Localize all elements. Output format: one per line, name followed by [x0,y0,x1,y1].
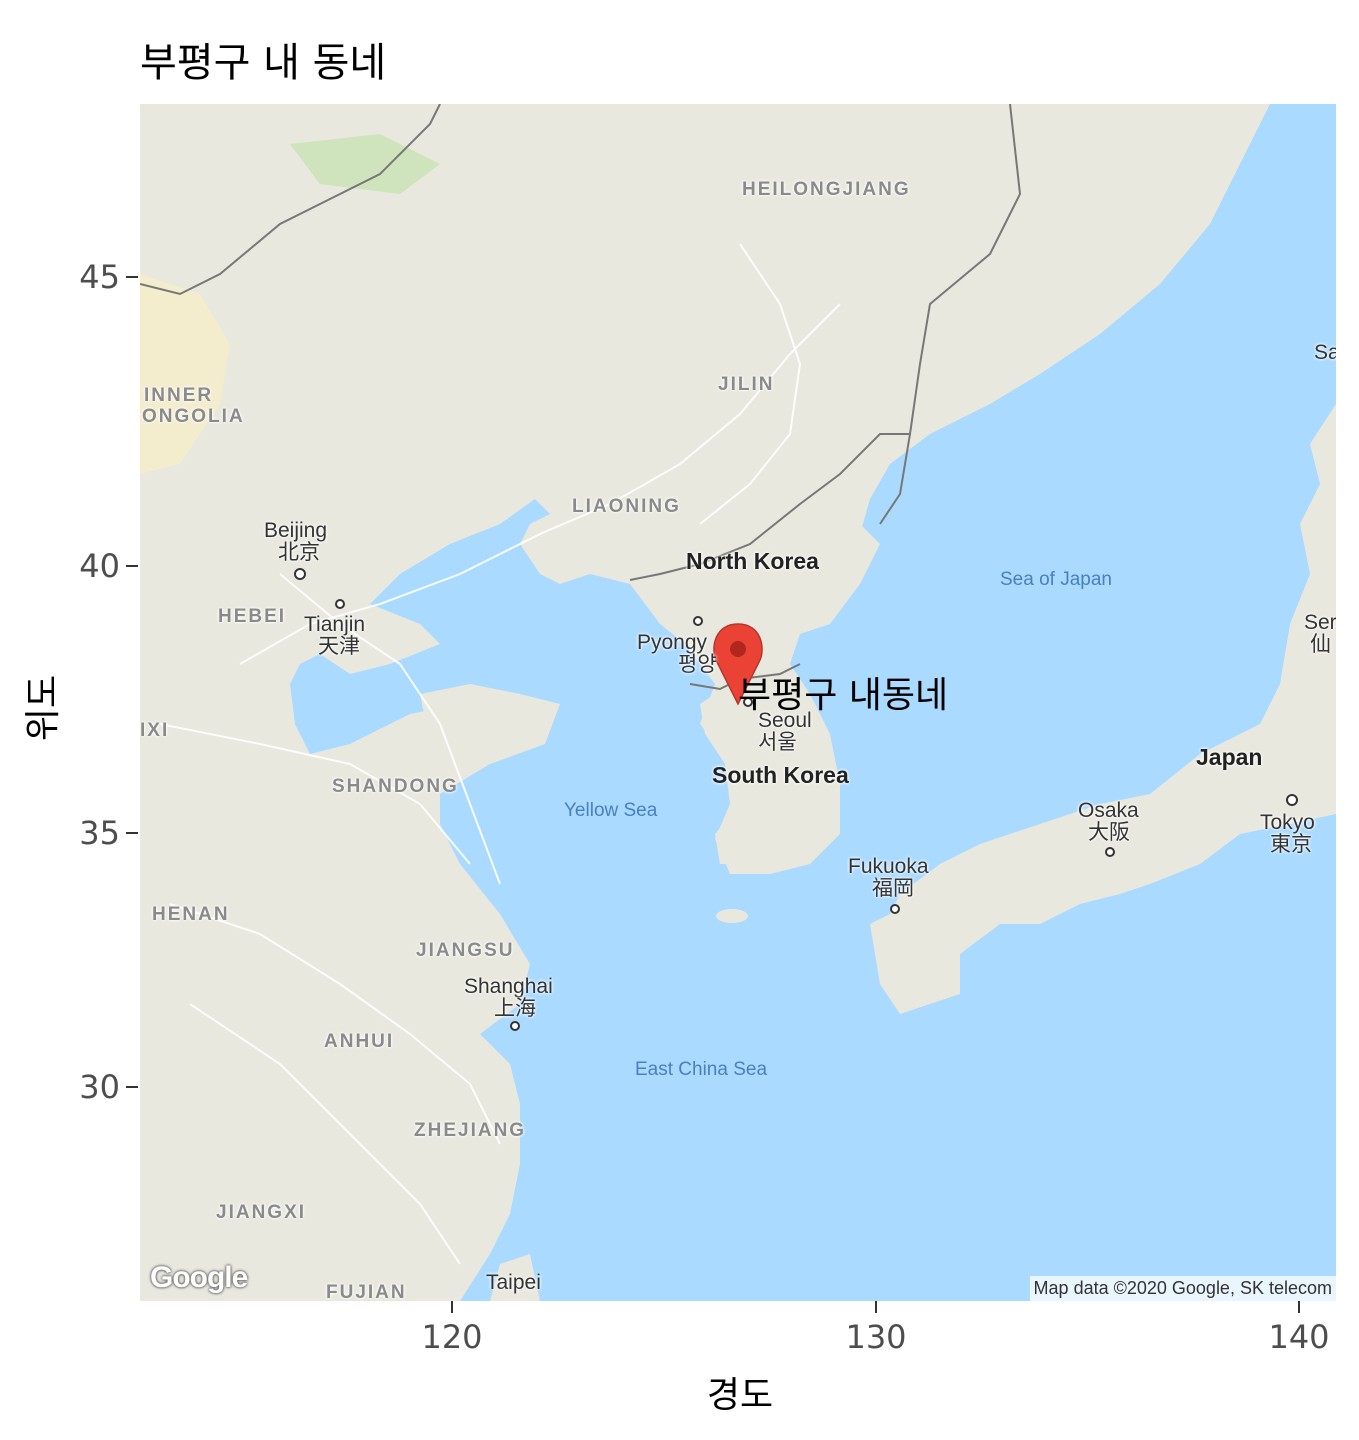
label-sendai-en: Ser [1304,611,1336,634]
label-yellow-sea: Yellow Sea [564,800,658,821]
x-axis-title: 경도 [706,1375,774,1416]
label-japan: Japan [1196,744,1263,770]
label-inner-mongolia-2: ONGOLIA [142,406,245,427]
x-tick-mark [1298,1301,1300,1313]
x-tick-label: 130 [845,1318,907,1356]
label-tokyo-en: Tokyo [1260,811,1315,834]
city-dot-pyongyang [693,616,703,626]
label-tokyo-ja: 東京 [1270,833,1312,856]
plot-title: 부평구 내 동네 [140,40,387,86]
label-sendai-ja: 仙 [1310,633,1331,656]
map-pin-icon[interactable] [713,623,763,706]
label-fukuoka-en: Fukuoka [848,855,929,878]
label-osaka-ja: 大阪 [1088,821,1130,844]
label-hebei: HEBEI [218,606,287,627]
label-shanghai-en: Shanghai [464,975,553,998]
label-heilongjiang: HEILONGJIANG [742,179,911,200]
label-shanxi: IXI [140,720,170,741]
y-tick-label: 35 [79,814,120,852]
google-logo: Google [150,1261,248,1294]
landmass-mainland [140,104,1270,1301]
label-east-china-sea: East China Sea [635,1059,768,1080]
border-china-korea [629,433,910,581]
map-panel[interactable]: HEILONGJIANG JILIN LIAONING INNER ONGOLI… [140,104,1336,1301]
y-axis-title: 위도 [23,674,64,742]
label-jiangsu: JIANGSU [416,940,515,961]
road-network [159,243,841,1265]
city-dot-tokyo [1286,794,1298,806]
label-beijing-zh: 北京 [278,541,320,564]
label-inner-mongolia-1: INNER [144,385,214,406]
label-south-korea: South Korea [712,762,849,788]
x-tick-label: 140 [1268,1318,1330,1356]
border-china-mongolia [140,104,441,296]
city-dot-beijing [294,568,306,580]
label-jilin: JILIN [718,374,775,395]
label-north-korea: North Korea [686,548,819,574]
y-tick-label: 40 [79,547,120,585]
label-sapporo-en: Sa [1314,341,1336,364]
label-tianjin-zh: 天津 [318,635,360,658]
y-tick-mark [126,832,138,834]
x-tick-mark [875,1301,877,1313]
map-background [140,104,1336,1301]
marker-label: 부평구 내동네 [738,675,949,716]
label-pyongyang-ko: 평양 [678,653,717,676]
y-tick-label: 45 [79,258,120,296]
landmass-kyushu [870,904,950,1014]
label-sea-of-japan: Sea of Japan [1000,569,1112,590]
label-henan: HENAN [152,904,230,925]
label-taipei-en: Taipei [486,1271,541,1294]
y-tick-label: 30 [79,1068,120,1106]
city-dot-fukuoka [890,904,900,914]
y-tick-mark [126,1086,138,1088]
map-attribution[interactable]: Map data ©2020 Google, SK telecom [1029,1276,1336,1301]
label-osaka-en: Osaka [1078,799,1139,822]
label-tianjin-en: Tianjin [304,613,366,636]
city-dot-tianjin [335,599,345,609]
y-tick-mark [126,276,138,278]
label-shandong: SHANDONG [332,776,459,797]
landmass-taiwan [490,1254,540,1301]
desert-patch [140,274,230,474]
label-zhejiang: ZHEJIANG [414,1120,527,1141]
label-anhui: ANHUI [324,1031,395,1052]
label-seoul-en: Seoul [758,709,812,732]
label-jiangxi: JIANGXI [216,1202,307,1223]
landmass-jeju [716,909,748,923]
city-dot-shanghai [510,1021,520,1031]
x-tick-mark [451,1301,453,1313]
city-dot-seoul [743,697,753,707]
landmass-korea [675,524,880,874]
x-tick-label: 120 [421,1318,483,1356]
label-pyongyang-en: Pyongy [637,631,708,654]
landmass-japan [880,404,1336,1004]
y-tick-mark [126,565,138,567]
forest-patch [290,134,440,194]
label-shanghai-zh: 上海 [494,997,536,1020]
city-dot-osaka [1105,847,1115,857]
label-liaoning: LIAONING [572,496,681,517]
label-fujian: FUJIAN [326,1282,407,1301]
border-china-russia [879,104,1022,525]
label-seoul-ko: 서울 [758,731,797,754]
landmass-shandong [420,684,560,744]
label-beijing-en: Beijing [264,519,328,542]
label-fukuoka-ja: 福岡 [872,877,914,900]
